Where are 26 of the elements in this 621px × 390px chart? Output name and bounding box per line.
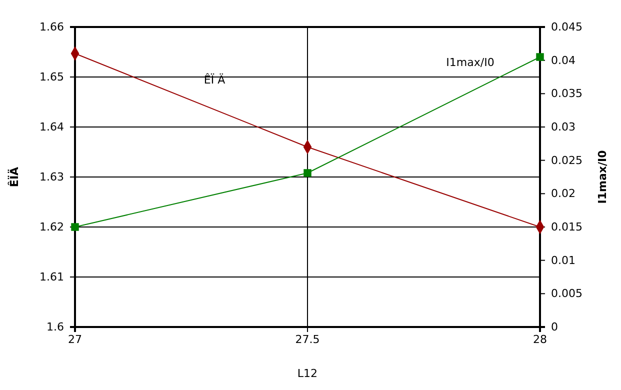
y-tick-label: 1.63 (40, 170, 64, 184)
y2-tick-label: 0.03 (551, 120, 576, 134)
y2-tick-label: 0.035 (551, 87, 582, 100)
y-tick-label: 1.6 (46, 320, 64, 334)
y2-tick-label: 0.015 (551, 220, 582, 234)
y-tick-label: 1.62 (40, 220, 64, 234)
y-tick-label: 1.65 (40, 70, 64, 84)
y-tick-label: 1.64 (40, 120, 64, 134)
y2-tick-label: 0.01 (551, 254, 576, 267)
x-tick-label: 27.5 (295, 332, 320, 346)
series-label: I1max/I0 (446, 56, 494, 69)
x-axis-title: L12 (297, 367, 318, 380)
point (304, 169, 312, 177)
y-tick-label: 1.61 (40, 270, 64, 284)
y2-tick-label: 0.045 (551, 20, 582, 34)
y2-tick-label: 0.025 (551, 154, 582, 167)
y2-tick-label: 0 (551, 320, 558, 334)
y2-tick-label: 0.005 (551, 287, 582, 300)
y2-axis-title: I1max/I0 (596, 150, 609, 204)
y2-tick-label: 0.04 (551, 54, 576, 67)
y-axis-title: ÊÏÄ (7, 166, 21, 188)
point (536, 53, 544, 61)
y-tick-label: 1.66 (40, 20, 64, 34)
x-tick-label: 28 (533, 332, 547, 346)
y2-tick-label: 0.02 (551, 187, 576, 200)
x-tick-label: 27 (68, 332, 82, 346)
